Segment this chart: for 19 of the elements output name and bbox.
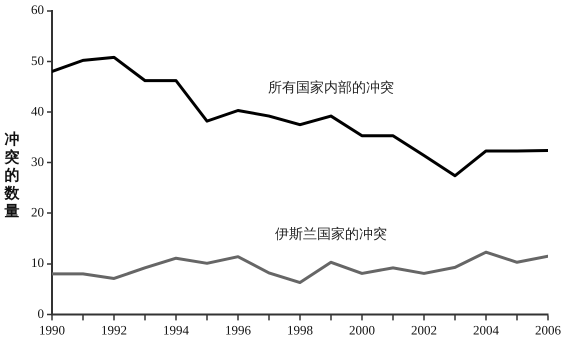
x-tick-label: 1990: [39, 322, 65, 338]
y-axis-title: 冲突的数量: [3, 130, 20, 220]
y-tick-label: 20: [31, 204, 44, 220]
x-tick-label: 2004: [473, 322, 500, 338]
y-tick-label: 50: [31, 52, 44, 68]
x-tick-label: 2006: [535, 322, 562, 338]
y-tick-label: 0: [38, 306, 44, 321]
x-tick-label: 2002: [411, 322, 437, 338]
x-tick-label: 1996: [225, 322, 252, 338]
x-tick-label: 2000: [349, 322, 375, 338]
series-label: 伊斯兰国家的冲突: [275, 226, 387, 242]
y-tick-label: 10: [31, 255, 44, 270]
x-tick-label: 1992: [101, 322, 127, 338]
y-tick-label: 40: [31, 103, 44, 118]
series-label: 所有国家内部的冲突: [268, 80, 394, 96]
x-tick-label: 1994: [163, 322, 190, 338]
y-tick-label: 60: [31, 2, 44, 18]
y-tick-label: 30: [31, 154, 44, 170]
x-tick-label: 1998: [287, 322, 313, 338]
